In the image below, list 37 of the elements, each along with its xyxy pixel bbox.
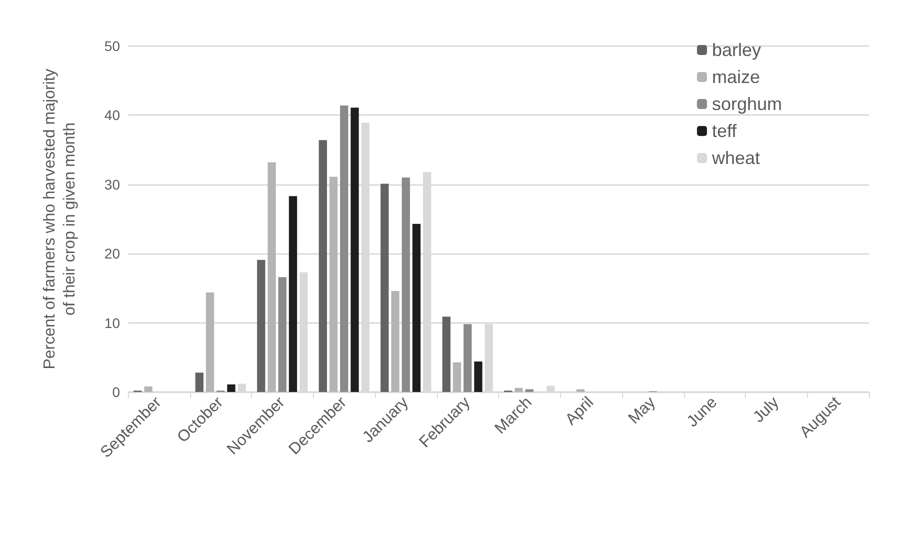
bar [442, 316, 450, 392]
y-tick-label: 40 [104, 107, 120, 124]
y-axis-title: Percent of farmers who harvested majority of their crop in given month [42, 68, 78, 370]
y-tick-label: 10 [104, 314, 120, 331]
bar [318, 140, 327, 392]
bar [576, 389, 585, 392]
y-tick-label: 20 [104, 246, 120, 262]
bar [268, 162, 276, 392]
x-tick-label: May [626, 394, 659, 428]
bar [329, 176, 338, 392]
bar [350, 108, 359, 392]
legend-label: wheat [710, 148, 760, 168]
bar [412, 224, 421, 392]
legend-label: barley [712, 40, 761, 60]
bar [452, 362, 462, 392]
legend-label: sorghum [712, 94, 782, 114]
bar [525, 389, 534, 392]
y-tick-label: 30 [104, 176, 120, 192]
bar [474, 362, 482, 392]
bar [391, 290, 400, 392]
x-tick-label: July [750, 394, 782, 426]
bar [380, 184, 389, 392]
bar [144, 386, 152, 392]
bar [257, 260, 266, 392]
y-tick-label: 0 [112, 384, 120, 400]
legend-label: teff [712, 121, 738, 141]
bar [340, 106, 348, 392]
bar [227, 384, 236, 392]
bar [464, 324, 472, 392]
bar [206, 292, 214, 392]
bar [402, 177, 410, 392]
bar [288, 196, 298, 392]
y-tick-label: 50 [104, 38, 120, 54]
legend-label: maize [712, 67, 760, 87]
bar [195, 372, 204, 392]
bar [278, 277, 286, 392]
bar [514, 388, 523, 392]
